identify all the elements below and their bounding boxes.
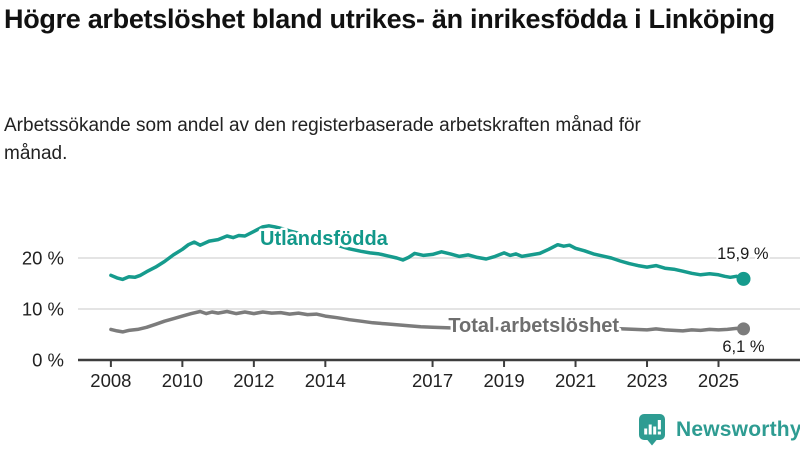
newsworthy-logo-text: Newsworthy [676,417,800,441]
series-end-dot-utlandsf-dda [736,271,751,286]
y-tick-label-20: 20 % [22,247,64,268]
page-subtitle: Arbetssökande som andel av den registerb… [4,115,641,164]
x-tick-label-2025: 2025 [698,370,739,391]
page-title: Högre arbetslöshet bland utrikes- än inr… [4,4,775,34]
x-tick-label-2012: 2012 [233,370,274,391]
exclamation-dot [657,431,661,435]
series-line-total-arbetsl-shet [109,309,746,334]
bar-1 [644,428,648,435]
series-label-total-arbetsl-shet: Total arbetslöshet [448,315,619,337]
x-tick-label-2023: 2023 [626,370,667,391]
x-tick-label-2008: 2008 [90,370,131,391]
series-end-value-total-arbetsl-shet: 6,1 % [722,338,765,356]
x-tick-label-2021: 2021 [555,370,596,391]
bar-3 [653,426,657,435]
exclamation-stem [657,420,661,430]
series-label-utlandsf-dda: Utlandsfödda [260,228,389,250]
x-tick-label-2019: 2019 [483,370,524,391]
series-end-dot-total-arbetsl-shet [737,322,751,336]
y-tick-label-10: 10 % [22,298,64,319]
series-line-utlandsf-dda [109,224,746,282]
newsworthy-branding: Newsworthy [638,413,800,446]
bar-2 [648,424,652,435]
newsworthy-chart-bubble-icon [639,414,665,446]
x-tick-label-2017: 2017 [412,370,453,391]
x-tick-label-2010: 2010 [162,370,203,391]
x-tick-label-2014: 2014 [305,370,346,391]
series-end-value-utlandsf-dda: 15,9 % [717,245,769,263]
y-tick-label-0: 0 % [32,350,64,371]
